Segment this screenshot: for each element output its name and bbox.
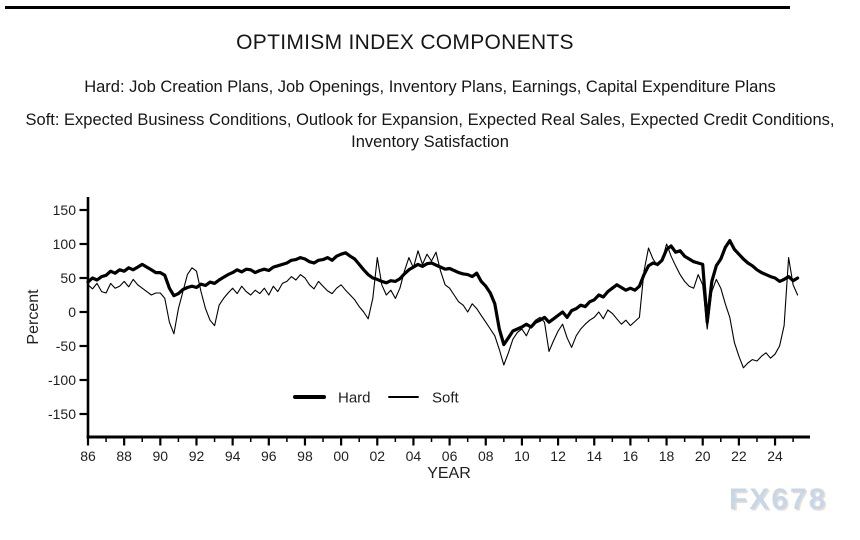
optimism-components-chart: 150 100 50 0 -50 -100 -150 86 88 90 92 94 96 98 00 02 04…	[25, 197, 810, 482]
x-tick-label: 14	[586, 448, 602, 464]
subtitle-hard-components: Hard: Job Creation Plans, Job Openings, …	[84, 78, 776, 96]
chart-title: OPTIMISM INDEX COMPONENTS	[236, 31, 574, 54]
series-line-soft	[87, 243, 799, 369]
y-tick-label: -50	[56, 338, 76, 354]
x-tick-label: 20	[695, 448, 711, 464]
x-tick-label: 18	[659, 448, 675, 464]
x-tick-label: 24	[767, 448, 783, 464]
y-tick-label: -150	[48, 406, 76, 422]
y-axis-title: Percent	[25, 289, 42, 345]
x-tick-label: 92	[189, 448, 205, 464]
x-tick-label: 96	[261, 448, 277, 464]
y-tick-label: -100	[48, 372, 76, 388]
x-tick-label: 22	[731, 448, 747, 464]
subtitle-soft-components: Soft: Expected Business Conditions, Outl…	[25, 111, 835, 151]
x-tick-label: 02	[369, 448, 385, 464]
top-border-rule	[5, 6, 790, 9]
y-tick-label: 50	[60, 270, 76, 286]
x-tick-label: 86	[80, 448, 96, 464]
watermark-fx678: FX678	[729, 483, 828, 516]
x-tick-label: 10	[514, 448, 530, 464]
x-tick-label: 06	[442, 448, 458, 464]
y-tick-label: 100	[53, 236, 77, 252]
y-tick-label: 150	[53, 202, 77, 218]
x-tick-label: 08	[478, 448, 494, 464]
legend-label-hard: Hard	[338, 390, 371, 407]
x-tick-label: 04	[406, 448, 422, 464]
x-tick-label: 88	[116, 448, 132, 464]
y-tick-label: 0	[68, 304, 76, 320]
x-tick-label: 16	[623, 448, 639, 464]
series-line-hard	[86, 239, 800, 347]
x-tick-label: 00	[333, 448, 349, 464]
x-tick-label: 90	[153, 448, 169, 464]
x-tick-label: 12	[550, 448, 566, 464]
x-axis-title: YEAR	[427, 465, 471, 482]
x-tick-label: 94	[225, 448, 241, 464]
legend-label-soft: Soft	[432, 390, 460, 407]
x-tick-label: 98	[297, 448, 313, 464]
